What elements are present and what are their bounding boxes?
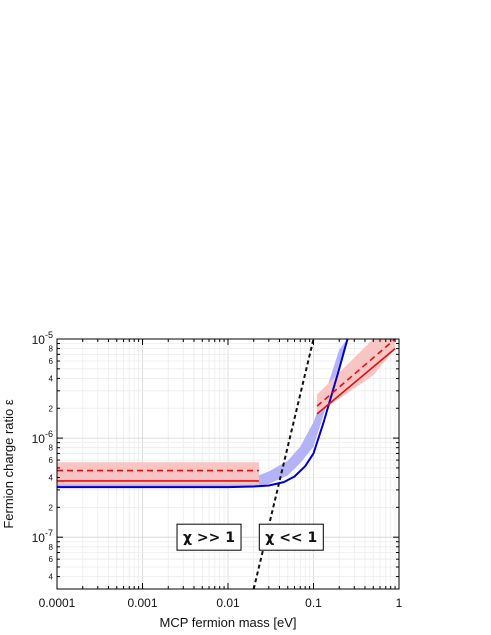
y-minor-tick-label: 8 [49,543,54,552]
x-tick-labels: 0.0001 0.001 0.01 0.1 1 [39,596,403,610]
annotations: χ >> 1 χ << 1 [176,523,324,551]
y-minor-tick-label: 6 [49,456,54,465]
y-minor-tick-label: 2 [49,503,54,512]
x-tick-label: 0.01 [216,596,240,610]
y-minor-tick-label: 2 [49,404,54,413]
y-minor-tick-label: 6 [49,555,54,564]
band-2 [317,339,396,414]
y-tick-label: 10-6 [32,429,53,446]
y-tick-label: 10-7 [32,528,53,545]
x-tick-label: 0.001 [127,596,157,610]
annotation-label: χ >> 1 [183,530,235,546]
y-minor-tick-label: 4 [49,374,54,383]
y-minor-tick-label: 8 [49,345,54,354]
series-line-7 [316,339,396,407]
annotation-label: χ << 1 [265,530,317,546]
y-minor-tick-label: 6 [49,357,54,366]
x-axis-title: MCP fermion mass [eV] [159,615,296,630]
series-line-8 [252,339,315,589]
annotation-box [176,523,242,551]
axis-ticks [56,338,400,590]
y-axis-title: Fermion charge ratio ε [1,399,16,529]
x-tick-label: 0.1 [305,596,322,610]
x-tick-label: 1 [396,596,403,610]
data-series [57,339,396,589]
x-tick-label: 0.0001 [39,596,76,610]
y-minor-tick-label: 4 [49,573,54,582]
y-minor-tick-label: 4 [49,474,54,483]
y-tick-label: 10-5 [32,330,53,347]
series-line-6 [316,347,396,415]
band-1 [57,462,259,485]
y-minor-tick-label: 8 [49,444,54,453]
annotation-box [258,523,324,551]
